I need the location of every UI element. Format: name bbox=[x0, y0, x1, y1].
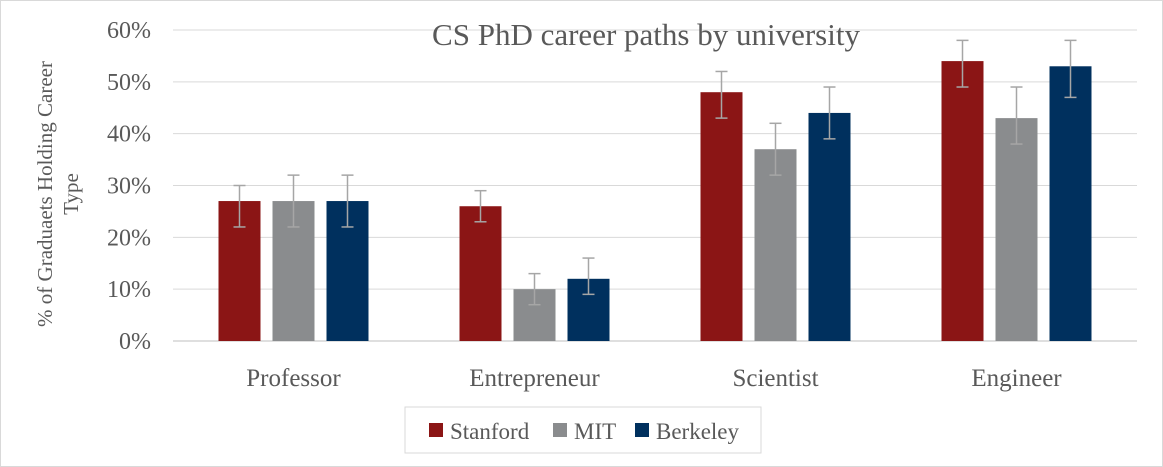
y-tick-label: 40% bbox=[107, 122, 151, 148]
legend-label-berkeley: Berkeley bbox=[656, 419, 740, 444]
y-tick-label: 10% bbox=[107, 277, 151, 303]
legend-swatch-berkeley bbox=[635, 423, 649, 437]
x-category-label: Professor bbox=[246, 365, 341, 392]
bar-berkeley bbox=[1049, 66, 1092, 342]
y-tick-label: 20% bbox=[107, 225, 151, 251]
y-tick-label: 30% bbox=[107, 174, 151, 200]
bar-stanford bbox=[459, 206, 502, 341]
x-category-label: Engineer bbox=[971, 365, 1062, 392]
bar-mit bbox=[995, 118, 1038, 341]
bars bbox=[218, 61, 1092, 342]
bar-mit bbox=[754, 149, 797, 341]
error-bars bbox=[233, 39, 1077, 306]
legend-box bbox=[404, 406, 762, 454]
legend: Stanford MIT Berkeley bbox=[404, 406, 762, 454]
y-axis-label-line-2: Type bbox=[59, 173, 83, 215]
legend-label-mit: MIT bbox=[574, 419, 616, 444]
y-axis-label-line-1: % of Graduaets Holding Career bbox=[33, 61, 57, 327]
legend-swatch-mit bbox=[553, 423, 567, 437]
y-axis-label: % of Graduaets Holding Career Type bbox=[33, 61, 83, 327]
bar-stanford bbox=[941, 61, 984, 341]
y-tick-label: 50% bbox=[107, 70, 151, 96]
bar-stanford bbox=[700, 92, 743, 341]
gridlines bbox=[173, 29, 1137, 342]
y-tick-label: 0% bbox=[119, 329, 151, 355]
x-axis-categories: Professor Entrepreneur Scientist Engineer bbox=[246, 365, 1062, 392]
legend-label-stanford: Stanford bbox=[450, 419, 530, 444]
bar-berkeley bbox=[808, 112, 851, 341]
legend-swatch-stanford bbox=[429, 423, 443, 437]
legend-items: Stanford MIT Berkeley bbox=[429, 419, 740, 444]
chart-title: CS PhD career paths by university bbox=[432, 17, 860, 52]
x-category-label: Entrepreneur bbox=[469, 365, 600, 392]
y-tick-label: 60% bbox=[107, 18, 151, 44]
y-axis-ticks: 0% 10% 20% 30% 40% 50% 60% bbox=[107, 18, 151, 355]
x-category-label: Scientist bbox=[732, 365, 818, 392]
